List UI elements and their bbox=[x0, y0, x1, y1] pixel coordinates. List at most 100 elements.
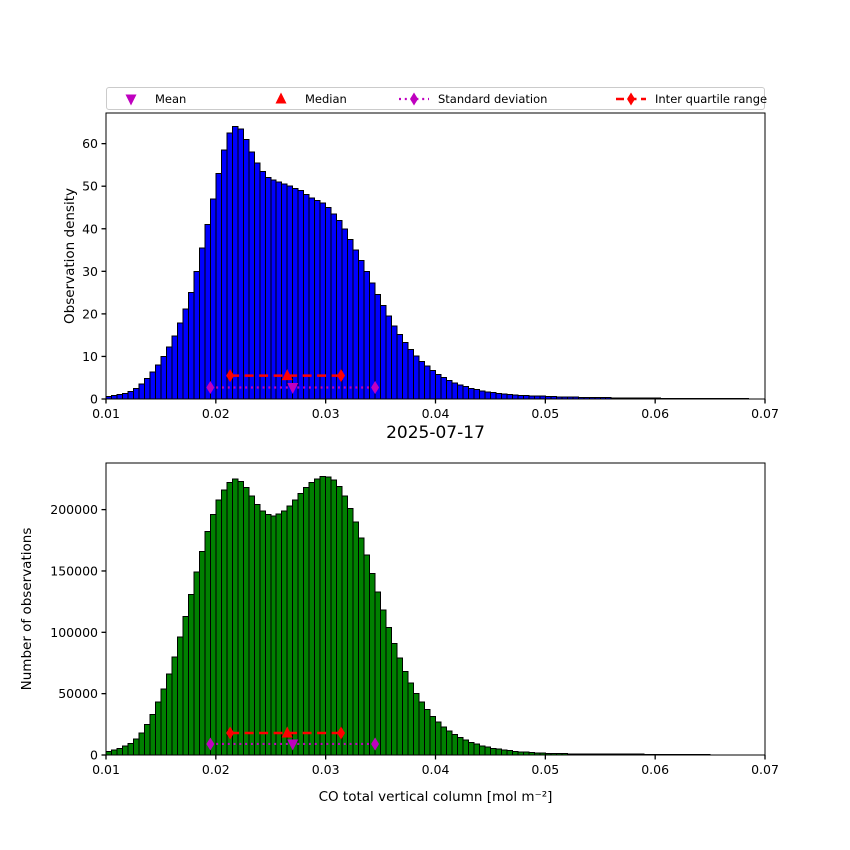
bottom-y-axis-label: Number of observations bbox=[19, 527, 35, 691]
histogram-bar bbox=[467, 387, 475, 400]
histogram-bar bbox=[391, 642, 398, 756]
diamond-icon bbox=[399, 92, 429, 105]
histogram-bar bbox=[143, 378, 151, 400]
histogram-bar bbox=[176, 322, 184, 400]
histogram-bar bbox=[220, 149, 228, 400]
histogram-bar bbox=[149, 714, 156, 756]
std-high-diamond-icon bbox=[371, 381, 380, 395]
iqr-low-diamond-icon bbox=[226, 369, 235, 383]
histogram-bar bbox=[330, 479, 338, 756]
histogram-bar bbox=[231, 478, 239, 756]
std-high-diamond-icon bbox=[371, 737, 380, 751]
histogram-bar bbox=[358, 537, 365, 756]
histogram-bar bbox=[456, 384, 464, 400]
histogram-bar bbox=[187, 593, 195, 756]
histogram-bar bbox=[314, 200, 321, 400]
histogram-bar bbox=[176, 636, 184, 756]
histogram-bar bbox=[187, 292, 195, 400]
histogram-bar bbox=[495, 748, 502, 756]
histogram-bar bbox=[143, 723, 151, 756]
histogram-bar bbox=[165, 673, 173, 756]
histogram-bar bbox=[182, 615, 189, 756]
histogram-bar bbox=[347, 507, 354, 756]
iqr-low-diamond-icon bbox=[226, 726, 235, 740]
histogram-bar bbox=[341, 495, 349, 756]
histogram-bar bbox=[462, 739, 469, 756]
iqr-high-diamond-icon bbox=[337, 726, 346, 740]
y-tick-label: 0 bbox=[90, 392, 98, 407]
top-histogram: 0.01 0.02 0.03 0.04 0.05 0.06 0.07 0 10 20 30 40 50 6… bbox=[82, 112, 779, 421]
histogram-bar bbox=[402, 671, 409, 756]
histogram-bar bbox=[308, 197, 316, 400]
histogram-bar bbox=[209, 198, 217, 400]
histogram-bar bbox=[363, 554, 371, 756]
histogram-bar bbox=[138, 383, 145, 400]
histogram-bar bbox=[352, 249, 360, 400]
histogram-bar bbox=[171, 656, 178, 756]
histogram-bar bbox=[418, 701, 426, 756]
histogram-bar bbox=[478, 390, 486, 400]
x-tick-label: 0.03 bbox=[312, 762, 340, 777]
histogram-bar bbox=[259, 170, 266, 400]
histogram-bar bbox=[193, 571, 200, 756]
histogram-bar bbox=[396, 333, 404, 400]
mean-marker-icon bbox=[287, 739, 299, 751]
y-tick-label: 50 bbox=[82, 179, 98, 194]
histogram-bar bbox=[445, 730, 453, 756]
histogram-bar bbox=[193, 270, 200, 400]
median-marker-icon bbox=[281, 726, 293, 738]
histogram-bar bbox=[374, 591, 382, 756]
histogram-bar bbox=[226, 132, 233, 400]
histogram-bar bbox=[308, 482, 316, 756]
histogram-bar bbox=[297, 493, 305, 756]
histogram-bar bbox=[132, 387, 140, 400]
x-tick-label: 0.01 bbox=[92, 762, 120, 777]
diamond-icon bbox=[616, 92, 646, 105]
histogram-bar bbox=[292, 499, 299, 756]
histogram-bar bbox=[198, 247, 206, 400]
x-axis-label: CO total vertical column [mol m⁻²] bbox=[318, 789, 553, 805]
histogram-bar bbox=[478, 745, 486, 756]
plot-title: 2025-07-17 bbox=[386, 423, 485, 443]
histogram-bar bbox=[336, 485, 343, 756]
histogram-bar bbox=[110, 749, 118, 756]
histogram-bar bbox=[121, 745, 129, 756]
x-tick-label: 0.07 bbox=[751, 406, 779, 421]
histogram-bar bbox=[456, 737, 464, 756]
histogram-bar bbox=[473, 743, 480, 756]
x-tick-label: 0.07 bbox=[751, 762, 779, 777]
histogram-bar bbox=[473, 389, 480, 400]
histogram-bar bbox=[198, 550, 206, 756]
histogram-bar bbox=[154, 701, 162, 756]
x-tick-label: 0.04 bbox=[422, 406, 450, 421]
diamond-glyph bbox=[410, 92, 418, 105]
legend-item-label: Mean bbox=[155, 91, 187, 106]
bottom-histogram: 0.01 0.02 0.03 0.04 0.05 0.06 0.07 0 50000 100000… bbox=[50, 462, 779, 777]
histogram-bar bbox=[385, 315, 393, 400]
histogram-bar bbox=[413, 693, 420, 756]
histogram-bars bbox=[105, 126, 750, 400]
histogram-bar bbox=[220, 489, 228, 756]
histogram-bar bbox=[451, 382, 458, 400]
x-tick-label: 0.02 bbox=[202, 762, 230, 777]
histogram-bar bbox=[363, 270, 371, 400]
legend-item-label: Inter quartile range bbox=[655, 91, 768, 106]
histogram-bar bbox=[275, 513, 283, 756]
histogram-bar bbox=[429, 715, 437, 756]
histogram-bar bbox=[500, 393, 508, 400]
histogram-bar bbox=[264, 514, 272, 756]
x-tick-label: 0.02 bbox=[202, 406, 230, 421]
histogram-bar bbox=[253, 504, 261, 756]
y-tick-label: 0 bbox=[90, 748, 98, 763]
triangle-up-glyph bbox=[275, 92, 287, 103]
histogram-bar bbox=[231, 126, 239, 400]
histogram-bar bbox=[209, 514, 217, 756]
histogram-bar bbox=[259, 510, 266, 756]
histogram-bars bbox=[105, 476, 711, 756]
legend-item-median: Median bbox=[263, 88, 347, 109]
histogram-bar bbox=[242, 138, 250, 400]
x-tick-label: 0.01 bbox=[92, 406, 120, 421]
histogram-bar bbox=[380, 304, 387, 400]
